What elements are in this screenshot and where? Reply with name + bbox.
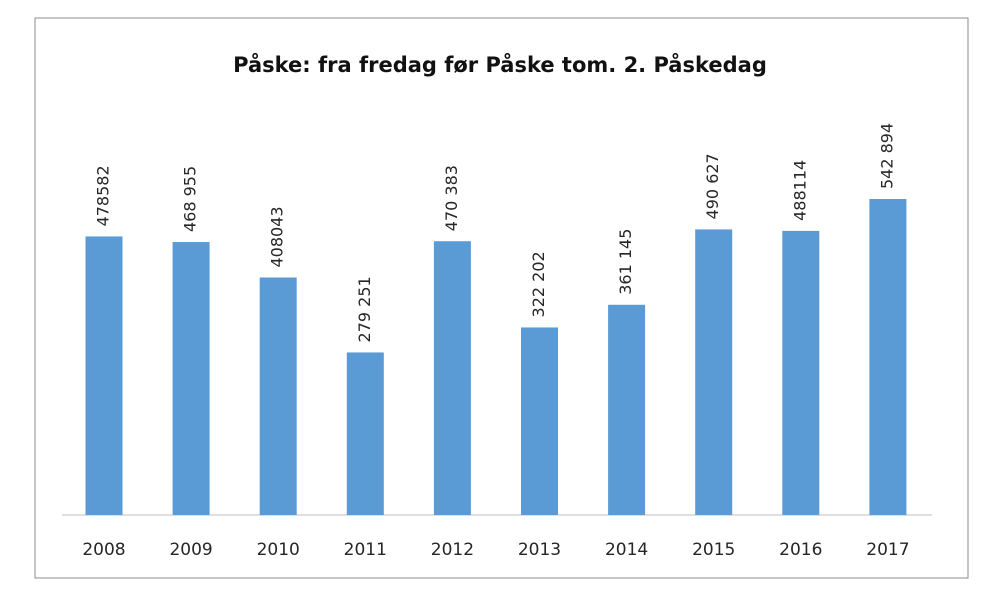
- bar: [85, 236, 123, 515]
- bar: [695, 229, 733, 515]
- data-label: 488114: [790, 160, 809, 221]
- x-tick-label: 2012: [431, 540, 474, 560]
- data-label: 408043: [268, 206, 287, 267]
- bar: [259, 277, 297, 515]
- data-label: 361 145: [616, 229, 635, 295]
- data-label: 490 627: [703, 153, 722, 219]
- x-tick-label: 2011: [344, 540, 387, 560]
- data-label: 322 202: [529, 251, 548, 317]
- bar: [521, 327, 558, 515]
- x-tick-label: 2013: [518, 540, 561, 560]
- x-tick-label: 2017: [866, 540, 909, 560]
- x-tick-label: 2015: [692, 540, 735, 560]
- data-label: 542 894: [877, 123, 896, 189]
- bar: [433, 241, 471, 515]
- data-label: 279 251: [355, 276, 374, 342]
- x-tick-label: 2008: [82, 540, 125, 560]
- bar: [346, 352, 384, 515]
- bar: [869, 199, 907, 515]
- x-tick-label: 2010: [257, 540, 300, 560]
- bar: [172, 242, 210, 515]
- bar: [782, 230, 820, 515]
- x-tick-label: 2016: [779, 540, 822, 560]
- chart-title: Påske: fra fredag før Påske tom. 2. Påsk…: [233, 52, 767, 77]
- data-label: 468 955: [181, 166, 200, 232]
- bar: [608, 304, 646, 515]
- data-label: 470 383: [442, 165, 461, 231]
- x-tick-label: 2014: [605, 540, 648, 560]
- x-tick-label: 2009: [169, 540, 212, 560]
- data-label: 478582: [94, 165, 113, 226]
